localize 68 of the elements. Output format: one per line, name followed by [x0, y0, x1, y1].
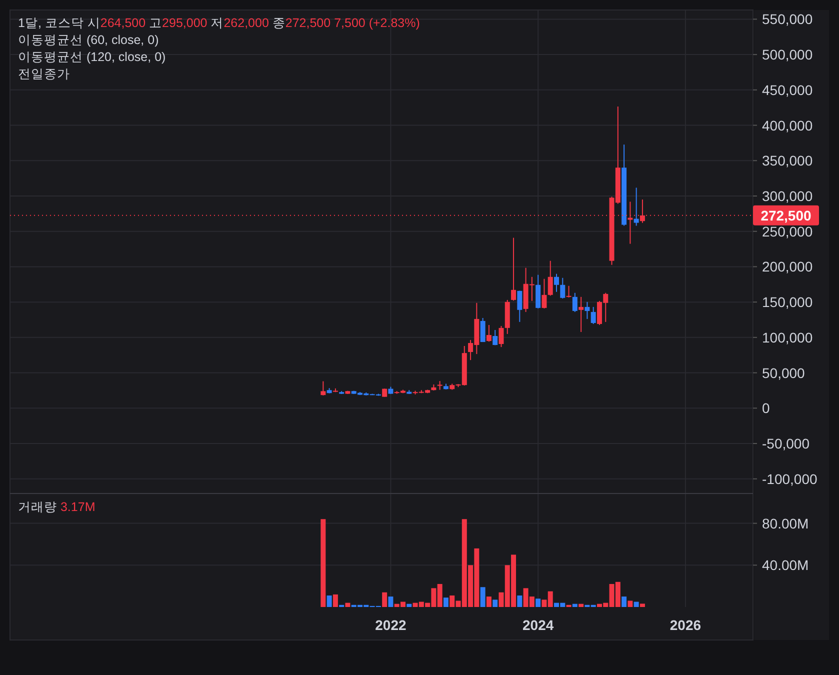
annotation: 7,500 (+2.83%): [334, 16, 420, 30]
y-tick-label: -50,000: [762, 436, 810, 452]
bar: [382, 592, 388, 607]
y-tick-label: 550,000: [762, 11, 813, 28]
annotation: 전일종가: [18, 67, 70, 81]
annotation: 3.17M: [60, 500, 96, 514]
y-tick-label: 80.00M: [762, 515, 809, 532]
bar: [536, 598, 541, 607]
bar: [628, 600, 633, 607]
candlestick: [584, 301, 590, 320]
y-tick-label: 0: [762, 400, 770, 416]
candlestick: [492, 329, 498, 346]
candlestick: [480, 317, 486, 343]
y-tick-label: 300,000: [762, 188, 813, 204]
candlestick: [511, 237, 516, 302]
bar: [332, 594, 338, 607]
y-tick-label: 350,000: [762, 152, 813, 169]
candlestick: [554, 273, 560, 292]
y-tick-label: 50,000: [762, 364, 806, 381]
candlestick: [498, 325, 504, 348]
x-tick-label: 2022: [375, 617, 406, 633]
annotation: 시264,500: [87, 16, 150, 30]
text: 거래량: [18, 500, 60, 514]
candlestick: [560, 277, 566, 300]
bar: [443, 598, 448, 607]
x-tick-label: 2026: [670, 617, 702, 633]
annotation: 이동평균선 (120, close, 0): [18, 50, 166, 64]
annotation: 고295,000: [149, 16, 211, 30]
bar: [634, 602, 639, 607]
ref-line-label: 272,500: [760, 207, 812, 224]
bar: [622, 596, 627, 607]
candlestick: [634, 187, 639, 226]
candlestick: [566, 285, 572, 298]
candlestick: [578, 296, 584, 332]
bar: [345, 602, 350, 607]
y-tick-label: 450,000: [762, 82, 813, 98]
y-tick-label: 400,000: [762, 117, 813, 134]
bar: [517, 595, 522, 607]
y-tick-label: 100,000: [762, 329, 813, 346]
y-tick-label: -100,000: [762, 470, 818, 487]
bar: [492, 600, 498, 607]
bar: [326, 595, 332, 607]
y-tick-label: 40.00M: [762, 557, 809, 574]
annotation: 저262,000: [210, 16, 272, 30]
text: 1달, 코스닥: [18, 16, 88, 30]
annotation: 종272,500: [272, 16, 334, 30]
bar: [578, 604, 584, 607]
candlestick: [320, 380, 326, 396]
candlestick: [572, 292, 578, 312]
x-tick-label: 2024: [522, 617, 554, 633]
annotation: 이동평균선 (60, close, 0): [18, 33, 159, 47]
y-tick-label: 150,000: [762, 294, 813, 310]
y-tick-label: 200,000: [762, 258, 813, 275]
bar: [640, 604, 645, 607]
y-tick-label: 500,000: [762, 46, 813, 63]
bar: [388, 596, 394, 607]
y-tick-label: 250,000: [762, 223, 813, 240]
bar: [406, 604, 412, 607]
candlestick: [548, 260, 553, 296]
bar: [320, 519, 326, 607]
bar: [572, 604, 578, 607]
bar: [480, 587, 486, 607]
candlestick: [536, 274, 541, 309]
candlestick: [517, 290, 522, 322]
bar: [486, 596, 492, 607]
candlestick: [590, 306, 596, 324]
candlestick: [542, 278, 547, 309]
candlestick: [486, 324, 492, 342]
